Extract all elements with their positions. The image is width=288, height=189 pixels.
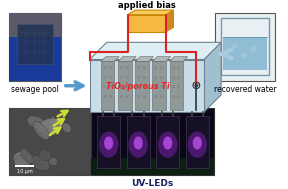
Polygon shape bbox=[170, 57, 188, 61]
Bar bbox=[152, 61, 166, 110]
Ellipse shape bbox=[31, 155, 50, 171]
Circle shape bbox=[195, 84, 198, 87]
Polygon shape bbox=[118, 57, 136, 61]
Bar bbox=[10, 13, 61, 81]
Bar bbox=[92, 108, 213, 175]
Ellipse shape bbox=[13, 151, 31, 167]
Bar bbox=[10, 13, 61, 37]
Ellipse shape bbox=[39, 149, 51, 161]
Text: sewage pool: sewage pool bbox=[11, 85, 59, 94]
Polygon shape bbox=[152, 57, 170, 61]
Ellipse shape bbox=[134, 136, 143, 150]
Ellipse shape bbox=[99, 132, 118, 158]
Ellipse shape bbox=[27, 116, 46, 129]
Bar bbox=[101, 61, 114, 110]
Bar bbox=[156, 116, 179, 168]
Ellipse shape bbox=[158, 132, 177, 158]
Circle shape bbox=[232, 43, 237, 49]
Polygon shape bbox=[90, 42, 221, 60]
Polygon shape bbox=[204, 42, 221, 112]
Polygon shape bbox=[166, 10, 173, 32]
Bar bbox=[128, 15, 166, 32]
Text: recovered water: recovered water bbox=[214, 85, 276, 94]
Ellipse shape bbox=[49, 157, 58, 166]
Text: TiO₂/porous Ti: TiO₂/porous Ti bbox=[106, 82, 169, 91]
Ellipse shape bbox=[128, 132, 148, 158]
Text: 10 μm: 10 μm bbox=[17, 169, 33, 174]
Ellipse shape bbox=[187, 132, 207, 158]
Ellipse shape bbox=[49, 117, 58, 135]
Bar bbox=[170, 61, 183, 110]
Bar bbox=[118, 61, 132, 110]
Ellipse shape bbox=[33, 122, 49, 140]
Bar bbox=[135, 61, 149, 110]
Circle shape bbox=[241, 53, 247, 59]
Bar bbox=[90, 60, 204, 112]
Ellipse shape bbox=[37, 124, 50, 139]
Ellipse shape bbox=[14, 155, 28, 167]
Ellipse shape bbox=[104, 136, 113, 150]
Circle shape bbox=[251, 46, 256, 52]
Bar bbox=[92, 158, 213, 175]
Ellipse shape bbox=[38, 118, 62, 135]
Bar bbox=[10, 37, 61, 81]
Bar bbox=[15, 165, 34, 167]
Ellipse shape bbox=[163, 136, 172, 150]
Polygon shape bbox=[101, 57, 119, 61]
Polygon shape bbox=[135, 57, 154, 61]
Bar bbox=[186, 116, 209, 168]
Bar bbox=[215, 13, 274, 81]
Bar bbox=[127, 116, 150, 168]
Bar bbox=[223, 37, 267, 70]
Bar bbox=[10, 108, 90, 175]
Polygon shape bbox=[128, 10, 173, 15]
Bar bbox=[17, 24, 53, 64]
Text: applied bias: applied bias bbox=[118, 1, 176, 10]
Ellipse shape bbox=[20, 148, 34, 164]
Ellipse shape bbox=[62, 123, 71, 133]
Bar bbox=[97, 116, 120, 168]
Ellipse shape bbox=[193, 136, 202, 150]
Text: UV-LEDs: UV-LEDs bbox=[131, 179, 174, 188]
